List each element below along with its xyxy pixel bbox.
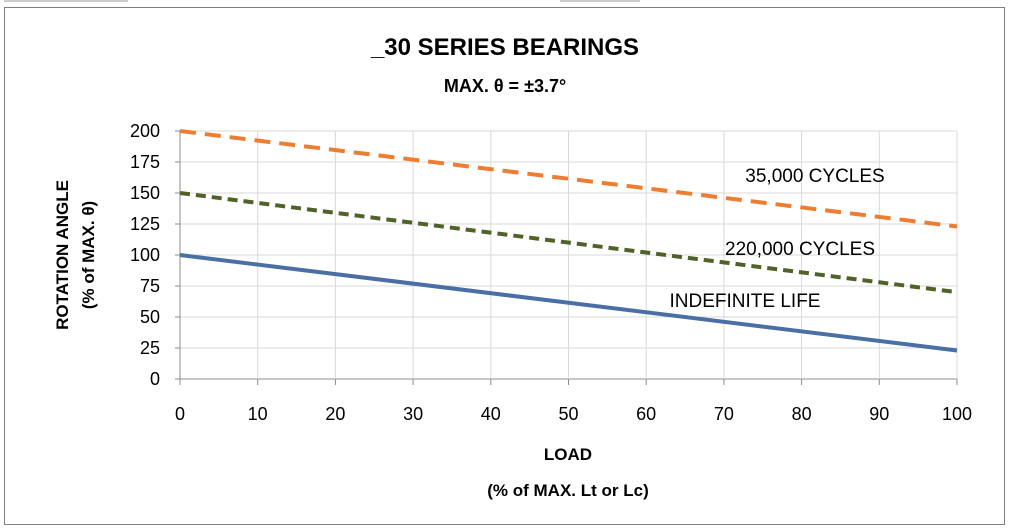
- series-annotation-1: 35,000 CYCLES: [745, 166, 884, 187]
- x-tick-label: 100: [942, 404, 972, 424]
- y-tick-label: 75: [140, 276, 160, 296]
- series-annotations: 35,000 CYCLES 220,000 CYCLES INDEFINITE LI…: [670, 166, 885, 312]
- series-line-2: [179, 191, 958, 295]
- y-tick-label: 175: [130, 152, 160, 172]
- series-line-1: [179, 129, 958, 229]
- x-tick-label: 40: [481, 404, 501, 424]
- x-tick-label: 60: [636, 404, 656, 424]
- y-tick-label: 50: [140, 307, 160, 327]
- y-tick-label: 150: [130, 183, 160, 203]
- y-tick-label: 200: [130, 121, 160, 141]
- chart-title: _30 SERIES BEARINGS: [370, 34, 639, 61]
- y-tick-label: 125: [130, 214, 160, 234]
- y-axis-title: ROTATION ANGLE: [53, 180, 72, 330]
- x-axis-subtitle: (% of MAX. Lt or Lc): [487, 481, 648, 500]
- grid: [175, 130, 958, 385]
- x-tick-label: 70: [714, 404, 734, 424]
- series-group: [179, 129, 958, 353]
- x-tick-label: 0: [175, 404, 185, 424]
- x-tick-label: 10: [248, 404, 268, 424]
- series-annotation-2: 220,000 CYCLES: [725, 239, 875, 260]
- chart-subtitle: MAX. θ = ±3.7°: [444, 76, 566, 96]
- y-tick-label: 25: [140, 338, 160, 358]
- y-axis-subtitle: (% of MAX. θ): [79, 201, 98, 309]
- series-line-3: [179, 253, 958, 353]
- chart-border: [4, 7, 1005, 525]
- x-tick-label: 50: [558, 404, 578, 424]
- y-tick-label: 0: [150, 369, 160, 389]
- y-tick-labels: 0 25 50 75 100 125 150 175 200: [130, 121, 160, 389]
- y-tick-label: 100: [130, 245, 160, 265]
- x-tick-label: 80: [792, 404, 812, 424]
- series-annotation-3: INDEFINITE LIFE: [670, 291, 821, 312]
- x-tick-labels: 0 10 20 30 40 50 60 70 80 90 100: [175, 404, 972, 424]
- x-tick-label: 30: [403, 404, 423, 424]
- x-tick-label: 90: [869, 404, 889, 424]
- x-tick-label: 20: [325, 404, 345, 424]
- x-axis-title: LOAD: [544, 445, 592, 464]
